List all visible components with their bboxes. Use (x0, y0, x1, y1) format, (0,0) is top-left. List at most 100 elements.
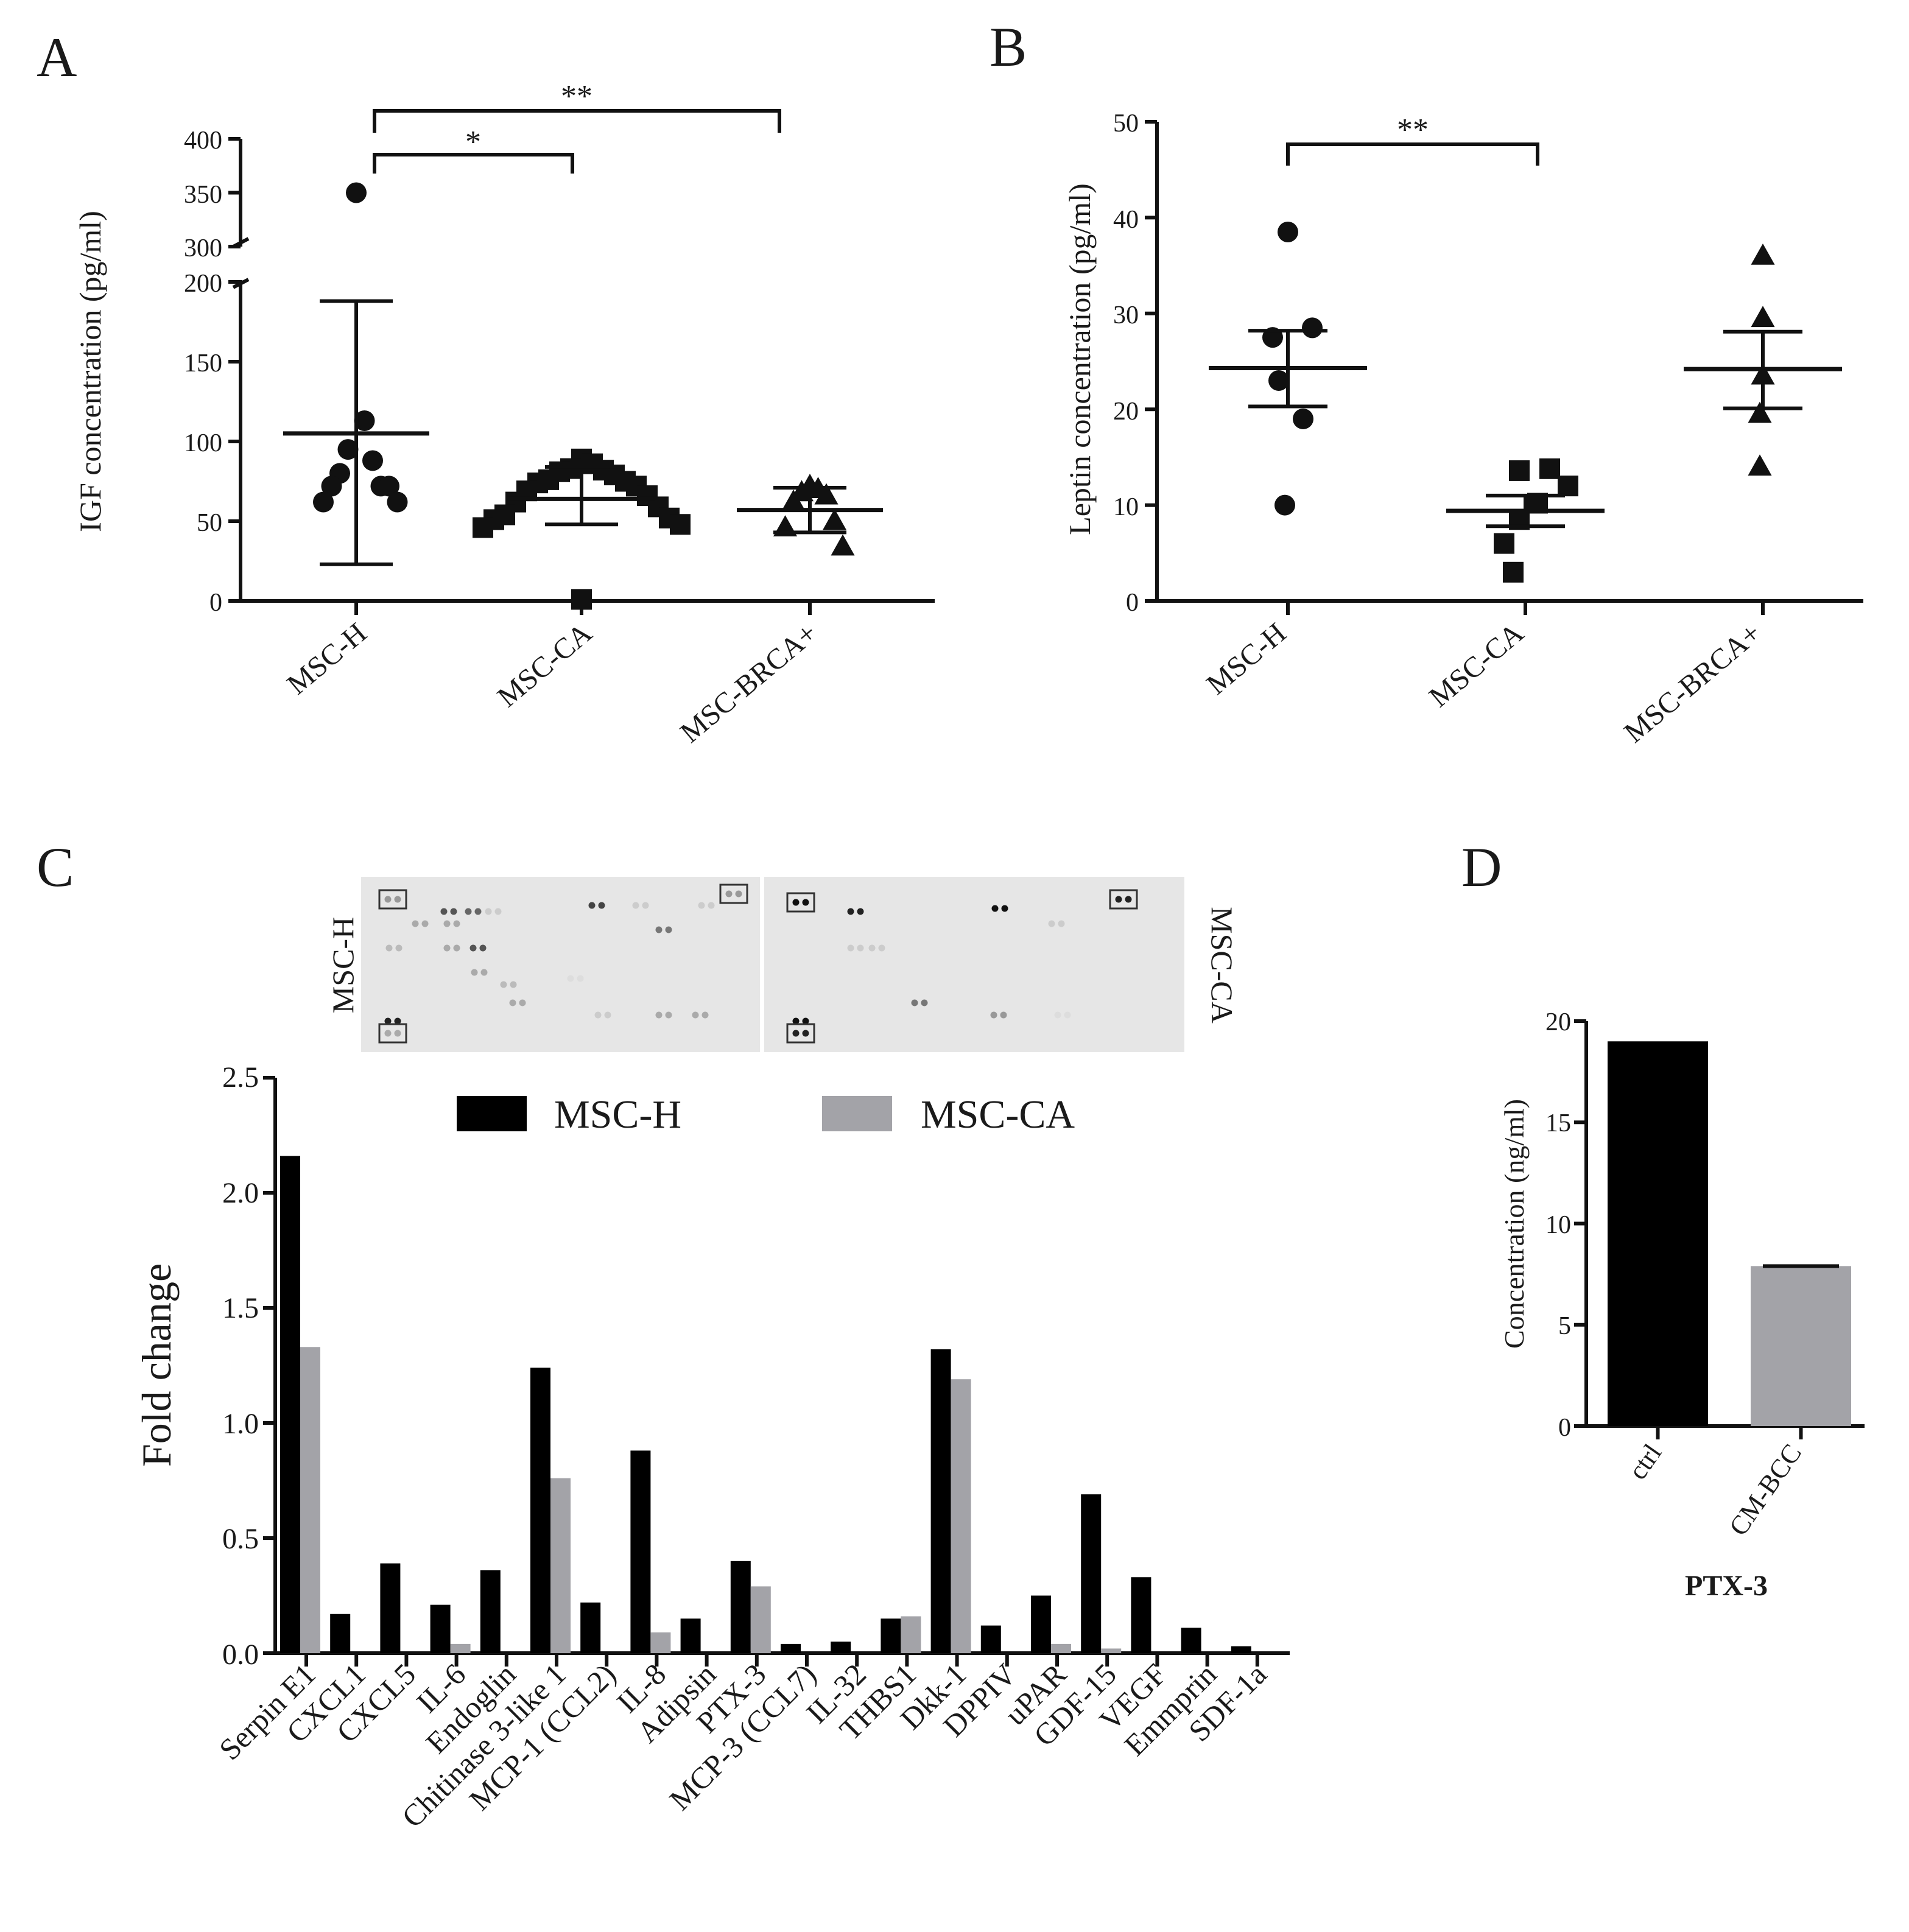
blot-spot (990, 1011, 997, 1019)
blot-spot (510, 981, 517, 988)
bar (951, 1379, 971, 1653)
blot-spot (1115, 896, 1122, 903)
blot-spot (847, 944, 854, 952)
category-label: MSC-BRCA+ (1618, 617, 1767, 749)
panel-a: A IGF concentration (pg/ml) 0 50 100 150… (37, 26, 935, 749)
blot-spot (1048, 920, 1055, 927)
bar (430, 1604, 451, 1653)
blot-reference-box (1109, 889, 1138, 910)
blot-spot (450, 908, 457, 915)
bar (1231, 1646, 1251, 1653)
data-point (379, 476, 399, 497)
blot-spot (632, 902, 639, 909)
data-point (1509, 460, 1530, 481)
tick-label: 1.0 (222, 1408, 259, 1440)
blot-spot (1000, 1011, 1007, 1019)
blot-spot (921, 999, 928, 1006)
category-label: CM-BCC (1723, 1439, 1807, 1541)
bar (680, 1618, 701, 1653)
category-label: MSC-H (1201, 617, 1293, 701)
bar (1101, 1648, 1122, 1653)
marks-a (283, 182, 883, 610)
blot-spot (1058, 920, 1065, 927)
tick-label: 300 (184, 234, 222, 262)
bar (980, 1625, 1001, 1653)
panel-c: C MSC-H MSC-CA MSC-H MSC-CA Fold change … (37, 836, 1290, 1834)
data-point (1274, 494, 1295, 516)
blot-spot (665, 926, 672, 933)
bar (380, 1563, 401, 1653)
data-point (1748, 401, 1772, 423)
blot-spot (479, 944, 487, 952)
blot-spot (394, 1030, 401, 1037)
bar (480, 1570, 501, 1653)
bar (580, 1602, 601, 1653)
blot-reference-box (378, 889, 407, 910)
blot-image (361, 877, 1184, 1052)
data-point (1503, 561, 1524, 583)
blot-spot (847, 908, 854, 915)
data-point (354, 410, 375, 431)
blot-spot (802, 899, 809, 906)
blot-spot (453, 944, 460, 952)
blot-spot (594, 1011, 602, 1019)
blot-spot (469, 944, 477, 952)
ticks-c: 0.0 0.5 1.0 1.5 2.0 2.5 (222, 1061, 1259, 1671)
tick-label: 50 (197, 509, 222, 537)
marks-b (1209, 222, 1842, 583)
blot-spot (443, 944, 451, 952)
blot-spot (1064, 1011, 1071, 1019)
tick-label: 0 (1558, 1414, 1571, 1442)
data-point (1539, 458, 1560, 479)
blot-spot (440, 908, 448, 915)
axis-a-break-bottom (232, 278, 250, 289)
bar (1081, 1494, 1102, 1653)
bar (930, 1349, 951, 1653)
significance-bracket (373, 109, 781, 133)
blot-spot (701, 1011, 709, 1019)
tick-label: 50 (1113, 110, 1139, 138)
tick-label: 20 (1545, 1008, 1571, 1036)
category-labels-c: Serpin E1CXCL1CXCL5IL-6EndoglinChitinase… (213, 1657, 1273, 1834)
blot-spot (725, 890, 733, 898)
tick-label: 30 (1113, 301, 1139, 329)
blot-spot (480, 969, 488, 976)
tick-label: 5 (1558, 1312, 1571, 1340)
category-label: MSC-CA (491, 617, 598, 714)
significance-bracket (1286, 142, 1539, 166)
y-axis-label-a: IGF concentration (pg/ml) (73, 211, 107, 532)
data-point (1751, 306, 1775, 328)
blot-spot (991, 905, 999, 912)
blot-spot (604, 1011, 611, 1019)
panel-d: D Concentration (ng/ml) 0 5 10 15 20 ctr… (1461, 836, 1865, 1602)
blot-spot (665, 1011, 672, 1019)
blot-spot (394, 896, 401, 903)
bars-c (280, 1156, 1251, 1653)
blot-spot (598, 902, 605, 909)
bar (1751, 1266, 1851, 1426)
blot-spot (911, 999, 918, 1006)
data-point (1268, 370, 1289, 391)
panel-b: B Leptin concentration (pg/ml) 0 10 20 3… (990, 16, 1863, 749)
legend-swatch-msc-ca (822, 1096, 892, 1131)
bar (1051, 1643, 1071, 1653)
legend-swatch-msc-h (457, 1096, 527, 1131)
bars-d (1608, 1041, 1851, 1426)
blot-reference-box (786, 1023, 815, 1044)
data-point (831, 534, 855, 556)
significance-label: ** (1397, 113, 1429, 147)
blot-spot (588, 902, 596, 909)
bar (450, 1643, 471, 1653)
blot-spot (421, 920, 429, 927)
bar (1608, 1041, 1708, 1426)
blot-spot (474, 908, 482, 915)
x-axis-label-d: PTX-3 (1685, 1570, 1768, 1602)
blot-spot (1054, 1011, 1061, 1019)
bar (330, 1614, 351, 1653)
tick-label: 10 (1545, 1211, 1571, 1239)
blot-spot (857, 944, 864, 952)
bar (630, 1450, 651, 1653)
blot-spot (708, 902, 715, 909)
blot-reference-box (378, 1023, 407, 1044)
